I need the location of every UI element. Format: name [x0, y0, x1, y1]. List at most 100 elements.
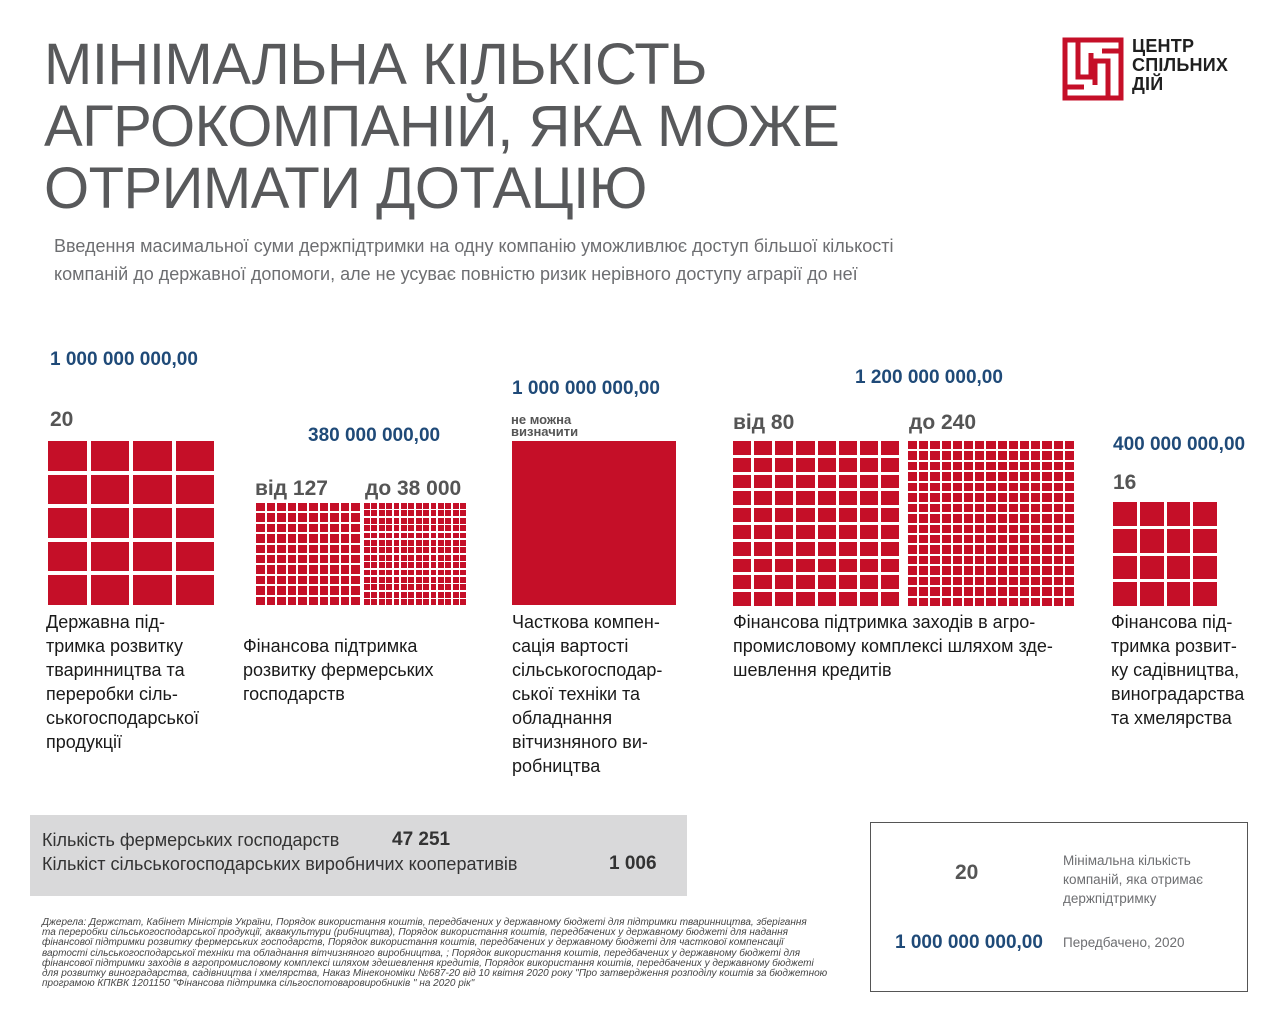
company-square	[919, 461, 929, 471]
company-square	[319, 586, 329, 595]
company-square	[340, 544, 350, 553]
company-square	[423, 554, 430, 561]
company-square	[351, 544, 360, 553]
company-square	[437, 554, 444, 561]
company-square	[1008, 514, 1018, 523]
company-square	[400, 539, 407, 546]
company-square	[460, 539, 466, 546]
company-square	[1053, 482, 1063, 492]
legend-box: 20 Мінімальна кількість компаній, яка от…	[870, 822, 1248, 992]
company-square	[408, 525, 415, 532]
legend-amount-value: 1 000 000 000,00	[895, 932, 1043, 953]
company-square	[1053, 534, 1063, 544]
company-block-grid	[364, 503, 466, 605]
company-square	[952, 461, 962, 471]
company-square	[364, 525, 370, 532]
company-square	[1019, 472, 1030, 481]
company-square	[400, 584, 407, 591]
company-square	[986, 555, 996, 565]
company-square	[48, 541, 87, 572]
company-square	[986, 482, 996, 492]
company-square	[941, 451, 951, 460]
company-square	[287, 554, 297, 564]
company-square	[256, 523, 265, 533]
company-square	[930, 555, 940, 565]
company-square	[351, 596, 360, 605]
stat-label: Кількість фермерських господарств	[42, 830, 340, 850]
company-square	[309, 554, 318, 564]
company-square	[1113, 582, 1137, 606]
company-square	[754, 558, 773, 573]
company-square	[963, 566, 974, 575]
company-square	[351, 513, 360, 522]
company-square	[423, 517, 430, 524]
company-square	[437, 547, 444, 554]
source-line: вартості сільськогосподарської техніки т…	[42, 947, 801, 959]
company-square	[952, 451, 962, 460]
company-square	[919, 451, 929, 460]
company-square	[266, 513, 276, 522]
company-square	[400, 599, 407, 605]
company-square	[452, 562, 459, 569]
company-square	[430, 510, 437, 517]
company-square	[952, 555, 962, 565]
company-square	[266, 565, 276, 574]
company-square	[90, 541, 129, 572]
company-square	[997, 545, 1007, 554]
company-square	[908, 472, 918, 481]
company-square	[733, 474, 752, 489]
company-square	[287, 596, 297, 605]
company-square	[378, 562, 385, 569]
company-square	[796, 592, 815, 606]
company-square	[133, 541, 172, 572]
company-square	[460, 584, 466, 591]
company-square	[386, 510, 393, 517]
company-square	[1139, 582, 1164, 606]
company-square	[400, 562, 407, 569]
company-square	[415, 510, 422, 517]
company-square	[997, 514, 1007, 523]
company-square	[1031, 503, 1041, 513]
company-square	[796, 491, 815, 506]
company-square	[423, 539, 430, 546]
company-square	[415, 569, 422, 576]
company-square	[408, 599, 415, 605]
company-square	[1019, 566, 1030, 575]
company-square	[256, 503, 265, 512]
company-square	[963, 555, 974, 565]
company-square	[986, 493, 996, 502]
company-square	[423, 532, 430, 539]
company-square	[941, 576, 951, 586]
company-square	[796, 508, 815, 522]
company-square	[975, 545, 985, 554]
company-square	[930, 545, 940, 554]
company-square	[1031, 566, 1041, 575]
company-square	[754, 508, 773, 522]
source-line: для розвитку виноградарства, садівництва…	[42, 968, 828, 980]
company-square	[1031, 576, 1041, 586]
company-square	[460, 576, 466, 583]
company-square	[1008, 503, 1018, 513]
company-square	[1008, 441, 1018, 450]
company-square	[817, 525, 836, 539]
company-square	[460, 532, 466, 539]
company-square	[775, 541, 794, 556]
source-line: Джерела: Держстат, Кабінет Міністрів Укр…	[42, 917, 807, 928]
company-square	[277, 596, 286, 605]
company-square	[386, 569, 393, 576]
title-line: МІНІМАЛЬНА КІЛЬКІСТЬ	[44, 32, 707, 97]
company-square	[48, 508, 87, 538]
company-square	[859, 525, 878, 539]
company-square	[963, 545, 974, 554]
company-square	[330, 586, 339, 595]
company-square	[1042, 461, 1052, 471]
source-line: та переробки сільськогосподарської проду…	[42, 927, 788, 939]
company-square	[952, 566, 962, 575]
description-line: господарств	[243, 684, 345, 704]
company-square	[1031, 524, 1041, 533]
company-square	[371, 503, 378, 509]
company-square	[364, 591, 370, 598]
company-square	[371, 547, 378, 554]
company-square	[919, 597, 929, 606]
company-square	[952, 545, 962, 554]
